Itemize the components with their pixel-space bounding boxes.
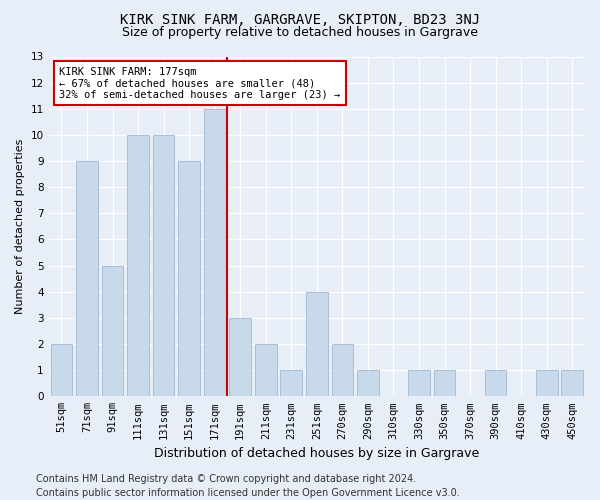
Bar [229, 318, 251, 396]
Bar [357, 370, 379, 396]
Bar [434, 370, 455, 396]
Y-axis label: Number of detached properties: Number of detached properties [15, 138, 25, 314]
Bar [306, 292, 328, 397]
Bar [50, 344, 72, 397]
Bar [76, 161, 98, 396]
Bar [536, 370, 557, 396]
Text: Contains HM Land Registry data © Crown copyright and database right 2024.
Contai: Contains HM Land Registry data © Crown c… [36, 474, 460, 498]
Bar [101, 266, 124, 396]
Bar [280, 370, 302, 396]
Text: Size of property relative to detached houses in Gargrave: Size of property relative to detached ho… [122, 26, 478, 39]
Bar [562, 370, 583, 396]
Bar [153, 135, 175, 396]
Bar [408, 370, 430, 396]
Text: KIRK SINK FARM: 177sqm
← 67% of detached houses are smaller (48)
32% of semi-det: KIRK SINK FARM: 177sqm ← 67% of detached… [59, 66, 341, 100]
Bar [332, 344, 353, 397]
Bar [178, 161, 200, 396]
X-axis label: Distribution of detached houses by size in Gargrave: Distribution of detached houses by size … [154, 447, 479, 460]
Text: KIRK SINK FARM, GARGRAVE, SKIPTON, BD23 3NJ: KIRK SINK FARM, GARGRAVE, SKIPTON, BD23 … [120, 12, 480, 26]
Bar [255, 344, 277, 397]
Bar [485, 370, 506, 396]
Bar [204, 109, 226, 397]
Bar [127, 135, 149, 396]
